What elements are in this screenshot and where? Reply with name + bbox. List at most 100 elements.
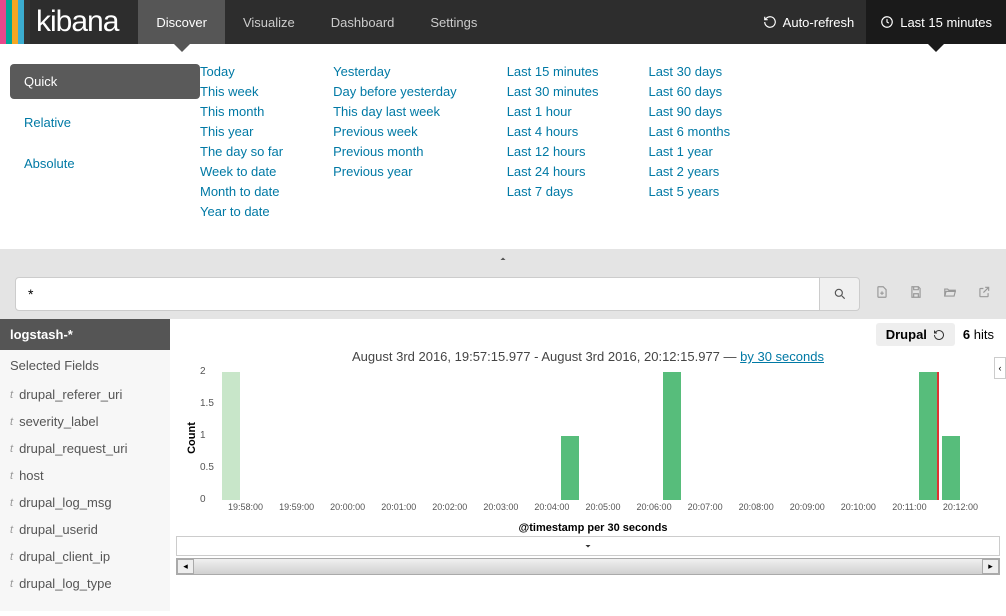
field-name: drupal_log_msg (19, 495, 112, 510)
time-quick-link[interactable]: Last 5 years (648, 184, 730, 199)
field-item[interactable]: thost (0, 462, 170, 489)
time-picker-label: Last 15 minutes (900, 15, 992, 30)
nav-tab-dashboard[interactable]: Dashboard (313, 0, 413, 44)
time-quick-link[interactable]: Previous month (333, 144, 457, 159)
time-mode-quick[interactable]: Quick (10, 64, 200, 99)
save-icon (909, 285, 923, 299)
chart-bar[interactable] (942, 436, 960, 500)
time-quick-link[interactable]: Last 30 days (648, 64, 730, 79)
time-quick-link[interactable]: This month (200, 104, 283, 119)
time-quick-link[interactable]: Last 1 hour (507, 104, 599, 119)
chevron-up-icon (497, 253, 509, 265)
index-pattern-label: logstash-* (10, 327, 73, 342)
time-quick-link[interactable]: Last 24 hours (507, 164, 599, 179)
time-quick-link[interactable]: Previous week (333, 124, 457, 139)
search-button[interactable] (820, 277, 860, 311)
time-quick-link[interactable]: The day so far (200, 144, 283, 159)
save-search-button[interactable] (909, 285, 923, 303)
time-picker-button[interactable]: Last 15 minutes (866, 0, 1006, 44)
field-type-icon: t (10, 443, 13, 455)
time-quick-link[interactable]: Yesterday (333, 64, 457, 79)
field-name: host (19, 468, 44, 483)
chevron-down-icon (582, 540, 594, 552)
content-collapse-button[interactable]: ‹ (994, 357, 1006, 379)
interval-link[interactable]: by 30 seconds (740, 349, 824, 364)
field-name: drupal_request_uri (19, 441, 127, 456)
time-quick-link[interactable]: Last 1 year (648, 144, 730, 159)
time-mode-absolute[interactable]: Absolute (10, 146, 200, 181)
scroll-right-button[interactable]: ▸ (982, 559, 999, 574)
nav-tab-settings[interactable]: Settings (412, 0, 495, 44)
time-quick-link[interactable]: This year (200, 124, 283, 139)
field-item[interactable]: tdrupal_referer_uri (0, 381, 170, 408)
refresh-icon (763, 15, 777, 29)
folder-open-icon (943, 285, 957, 299)
time-quick-link[interactable]: Last 12 hours (507, 144, 599, 159)
chart-time-marker (937, 372, 939, 500)
field-item[interactable]: tdrupal_log_type (0, 570, 170, 597)
field-name: severity_label (19, 414, 99, 429)
chart-ylabel: Count (186, 422, 198, 454)
field-item[interactable]: tdrupal_userid (0, 516, 170, 543)
horizontal-scrollbar[interactable]: ◂ ▸ (176, 558, 1000, 575)
time-quick-link[interactable]: Previous year (333, 164, 457, 179)
sidebar: logstash-* ‹ Selected Fields tdrupal_ref… (0, 319, 170, 611)
scroll-left-button[interactable]: ◂ (177, 559, 194, 574)
chart-bar[interactable] (919, 372, 937, 500)
selected-fields-header: Selected Fields (0, 350, 170, 381)
field-type-icon: t (10, 389, 13, 401)
badge-label: Drupal (886, 327, 927, 342)
time-quick-link[interactable]: This day last week (333, 104, 457, 119)
histogram-chart: Count 00.511.52 19:58:0019:59:0020:00:00… (200, 372, 986, 532)
field-item[interactable]: tdrupal_client_ip (0, 543, 170, 570)
share-button[interactable] (977, 285, 991, 303)
time-panel: Quick Relative Absolute Today This week This… (0, 44, 1006, 249)
time-quick-link[interactable]: Last 15 minutes (507, 64, 599, 79)
chart-bar[interactable] (561, 436, 579, 500)
time-quick-link[interactable]: This week (200, 84, 283, 99)
time-quick-link[interactable]: Last 2 years (648, 164, 730, 179)
search-box (15, 277, 860, 311)
undo-icon (933, 329, 945, 341)
content: Drupal 6 hits ‹ August 3rd 2016, 19:57:1… (170, 319, 1006, 611)
field-item[interactable]: t severity_label (0, 408, 170, 435)
field-type-icon: t (10, 416, 13, 428)
auto-refresh-button[interactable]: Auto-refresh (751, 15, 867, 30)
main: logstash-* ‹ Selected Fields tdrupal_ref… (0, 319, 1006, 611)
time-mode-relative[interactable]: Relative (10, 105, 200, 140)
field-type-icon: t (10, 524, 13, 536)
new-search-button[interactable] (875, 285, 889, 303)
index-pattern-row[interactable]: logstash-* ‹ (0, 319, 170, 350)
time-quick-link[interactable]: Last 4 hours (507, 124, 599, 139)
collapse-time-panel[interactable] (0, 249, 1006, 269)
time-quick-link[interactable]: Today (200, 64, 283, 79)
auto-refresh-label: Auto-refresh (783, 15, 855, 30)
time-quick-link[interactable]: Month to date (200, 184, 283, 199)
field-type-icon: t (10, 497, 13, 509)
time-quick-link[interactable]: Last 30 minutes (507, 84, 599, 99)
time-quick-link[interactable]: Last 60 days (648, 84, 730, 99)
logo-text: kibana (36, 5, 118, 39)
open-search-button[interactable] (943, 285, 957, 303)
logo: kibana (0, 0, 138, 44)
time-quick-link[interactable]: Day before yesterday (333, 84, 457, 99)
field-item[interactable]: t drupal_request_uri (0, 435, 170, 462)
chart-xlabel: @timestamp per 30 seconds (200, 520, 986, 534)
time-modes: Quick Relative Absolute (10, 64, 200, 219)
saved-search-badge[interactable]: Drupal (876, 323, 955, 346)
chart-bar[interactable] (222, 372, 240, 500)
chart-bar[interactable] (663, 372, 681, 500)
nav-tab-visualize[interactable]: Visualize (225, 0, 313, 44)
field-type-icon: t (10, 551, 13, 563)
time-quick-link[interactable]: Year to date (200, 204, 283, 219)
top-bar: kibana DiscoverVisualizeDashboardSetting… (0, 0, 1006, 44)
time-quick-link[interactable]: Last 6 months (648, 124, 730, 139)
time-quick-link[interactable]: Last 7 days (507, 184, 599, 199)
search-input[interactable] (15, 277, 820, 311)
expand-chart-button[interactable] (176, 536, 1000, 556)
file-plus-icon (875, 285, 889, 299)
field-item[interactable]: t drupal_log_msg (0, 489, 170, 516)
time-quick-link[interactable]: Last 90 days (648, 104, 730, 119)
time-quick-link[interactable]: Week to date (200, 164, 283, 179)
nav-tab-discover[interactable]: Discover (138, 0, 225, 44)
